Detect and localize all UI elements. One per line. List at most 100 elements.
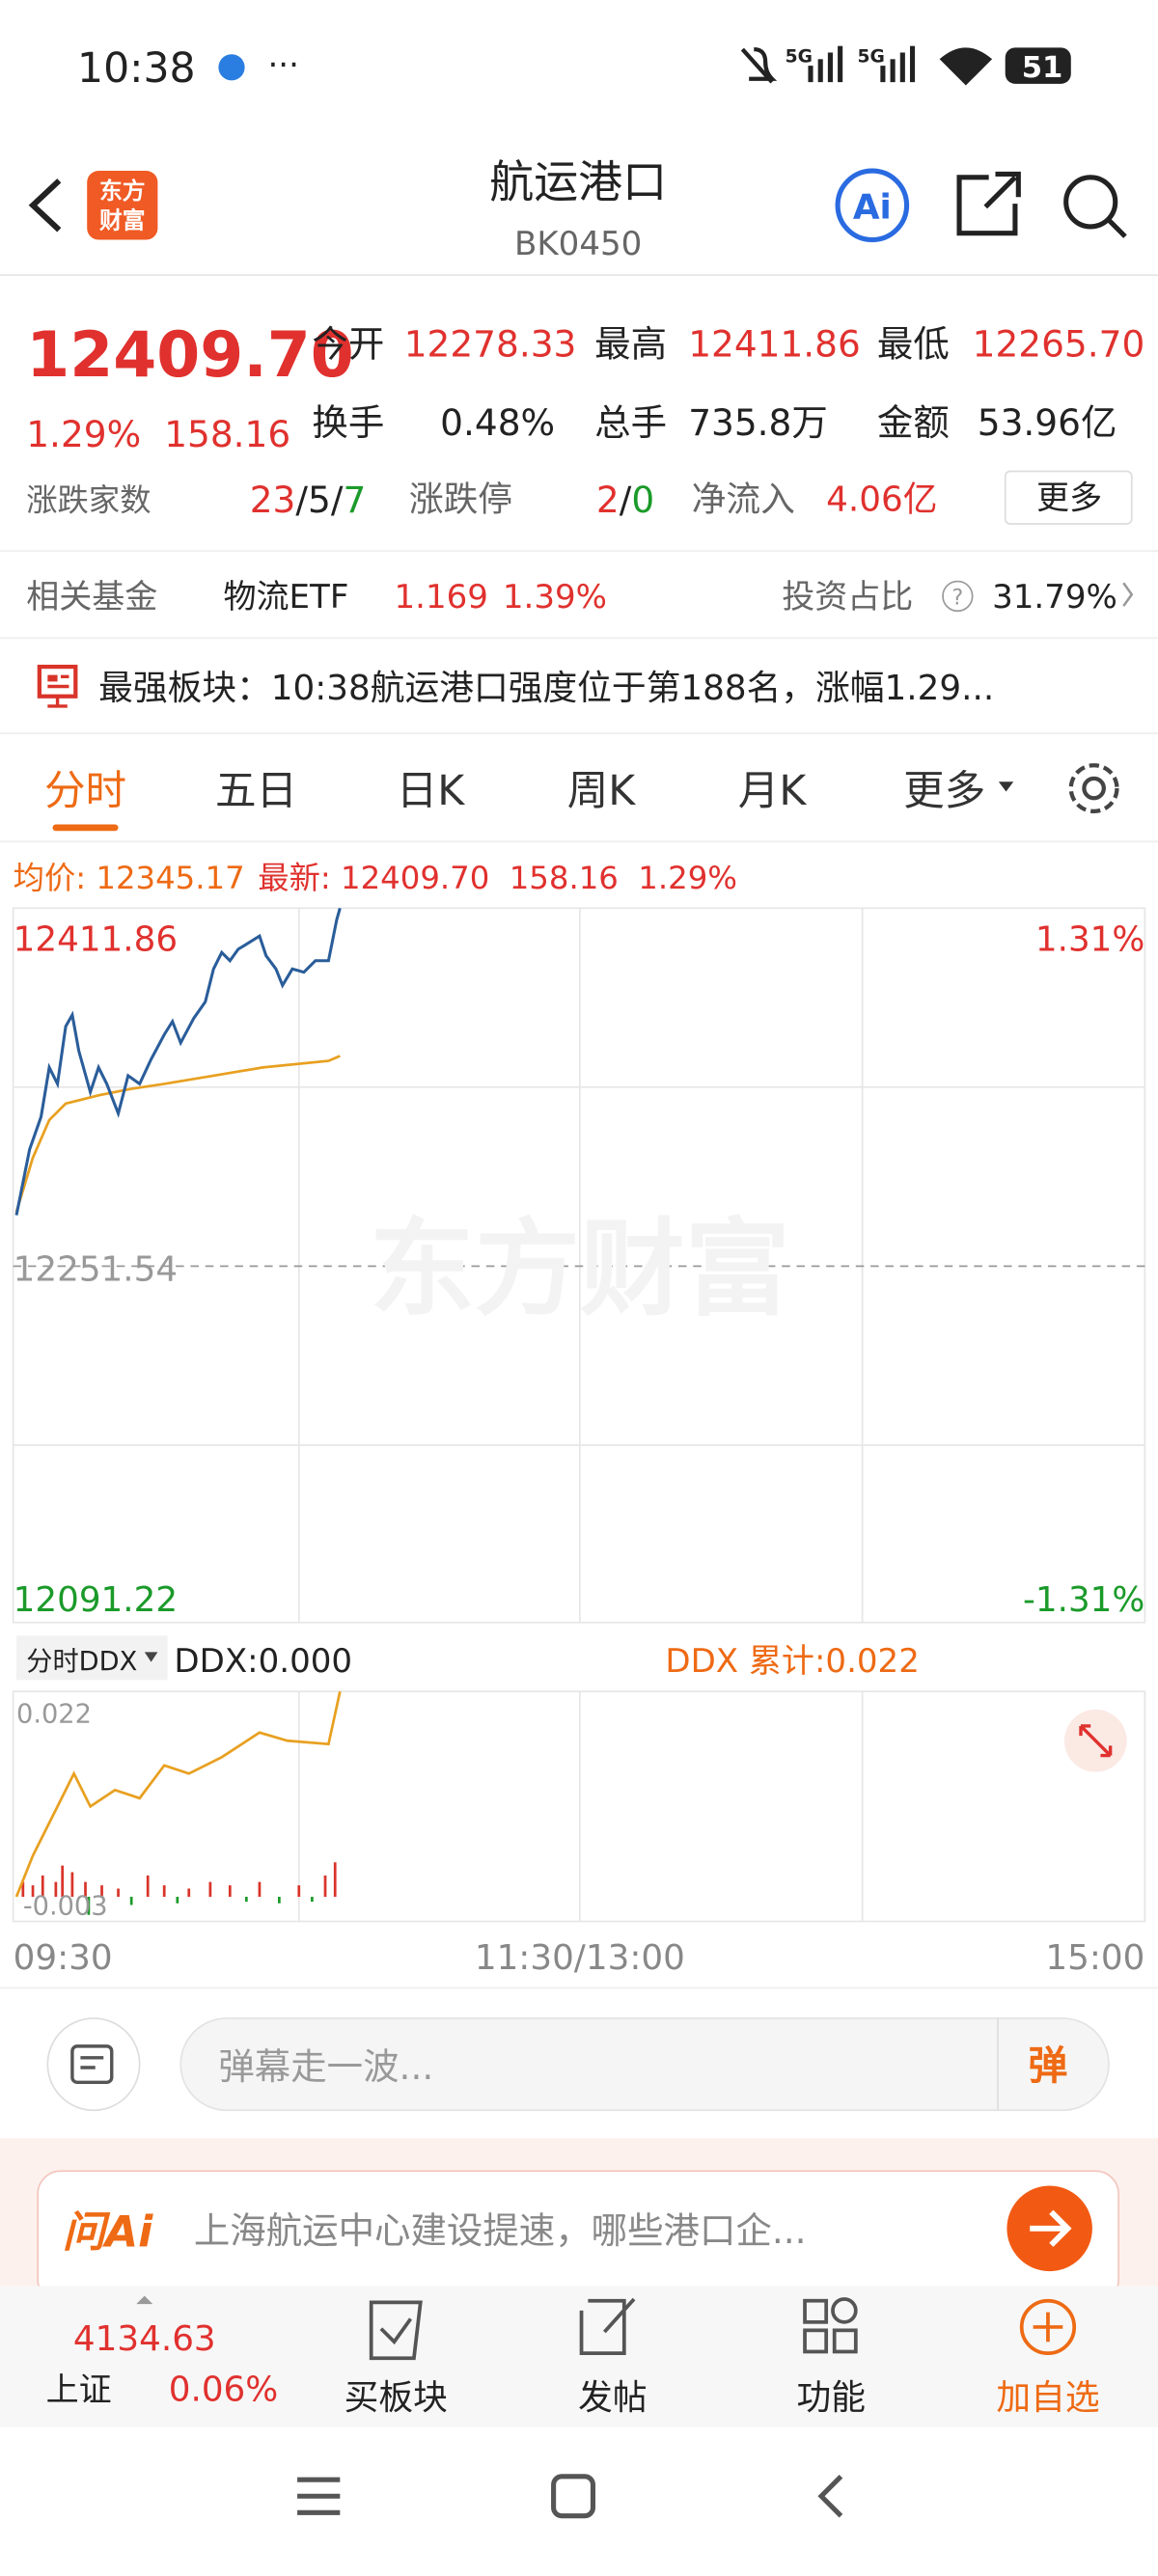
ddx-selector-text: 分时DDX bbox=[26, 1647, 137, 1677]
nav-item[interactable]: 买板块 bbox=[345, 2378, 448, 2418]
divider bbox=[997, 2017, 999, 2111]
value: 12411.86 bbox=[688, 322, 861, 365]
price-line bbox=[14, 907, 342, 1216]
chart-legend: 均价: 12345.17 最新: 12409.70 158.16 1.29% bbox=[14, 860, 737, 896]
bottom-nav bbox=[0, 2286, 1158, 2427]
tab-underline bbox=[52, 824, 119, 832]
sep: / bbox=[331, 479, 344, 521]
divider bbox=[0, 550, 1158, 552]
label: 金额 bbox=[877, 401, 950, 444]
ddx-label: -0.003 bbox=[23, 1892, 108, 1922]
network: 5G bbox=[786, 47, 813, 68]
breadth: 23/5/7 bbox=[250, 479, 367, 521]
nav-item[interactable]: 功能 bbox=[797, 2378, 866, 2418]
label: 最低 bbox=[877, 322, 950, 365]
label: 总手 bbox=[594, 401, 667, 444]
sep: / bbox=[620, 479, 632, 521]
app-dot bbox=[218, 54, 245, 81]
divider bbox=[0, 1987, 1158, 1989]
divider bbox=[0, 732, 1158, 734]
net-inflow: 4.06亿 bbox=[826, 480, 937, 519]
label: 换手 bbox=[312, 401, 384, 444]
fund-pct: 1.39% bbox=[503, 578, 607, 617]
label: 最新: bbox=[258, 860, 331, 896]
help[interactable] bbox=[942, 580, 974, 613]
tab[interactable]: 月K bbox=[738, 768, 808, 815]
time-label: 09:30 bbox=[14, 1938, 113, 1978]
nav-icons bbox=[369, 2297, 1077, 2361]
value: 12265.70 bbox=[973, 322, 1145, 365]
tab[interactable]: 周K bbox=[567, 768, 637, 815]
status-icons: 5G 5G 51 bbox=[740, 45, 1071, 86]
dropdown bbox=[144, 1652, 158, 1662]
battery: 51 bbox=[1022, 51, 1063, 85]
ai-go[interactable] bbox=[1006, 2185, 1092, 2272]
label: 均价: bbox=[14, 860, 87, 896]
watermark: 东方财富 bbox=[370, 1208, 790, 1330]
y-label: 12411.86 bbox=[14, 920, 179, 960]
up: 23 bbox=[250, 479, 296, 521]
tab[interactable]: 更多 bbox=[903, 768, 985, 815]
divider bbox=[0, 637, 1158, 640]
latest: 12409.70 bbox=[341, 860, 489, 896]
code: BK0450 bbox=[514, 225, 642, 263]
expand[interactable] bbox=[1063, 1709, 1127, 1772]
latest-pct: 1.29% bbox=[638, 860, 737, 896]
tab[interactable]: 分时 bbox=[44, 768, 126, 815]
value: 0.48% bbox=[440, 401, 555, 444]
ai-button[interactable] bbox=[835, 168, 910, 243]
ddx-selector[interactable] bbox=[16, 1635, 168, 1681]
nav-item[interactable]: 加自选 bbox=[996, 2378, 1099, 2418]
value: 12278.33 bbox=[404, 322, 577, 365]
search[interactable] bbox=[1063, 175, 1127, 238]
value: 735.8万 bbox=[688, 401, 828, 444]
down: 7 bbox=[343, 479, 366, 521]
more-button[interactable] bbox=[1004, 470, 1133, 525]
flat: 5 bbox=[308, 479, 331, 521]
limit-down: 0 bbox=[631, 479, 654, 521]
share[interactable] bbox=[956, 171, 1021, 236]
nav-item[interactable]: 发帖 bbox=[578, 2378, 647, 2418]
y-label: 12251.54 bbox=[14, 1250, 179, 1290]
news[interactable]: 最强板块：10:38航运港口强度位于第188名，涨幅1.29... bbox=[98, 669, 994, 708]
label: 净流入 bbox=[692, 480, 795, 519]
tab[interactable]: 五日 bbox=[215, 768, 297, 815]
fund-name: 物流ETF bbox=[223, 578, 348, 617]
label: 涨跌家数 bbox=[26, 481, 151, 518]
placeholder: 弹幕走一波... bbox=[218, 2045, 433, 2088]
more-text: 更多 bbox=[1036, 480, 1102, 518]
chevron bbox=[1122, 582, 1134, 607]
ratio: 31.79% bbox=[992, 578, 1117, 617]
settings[interactable] bbox=[1068, 763, 1119, 814]
arrow bbox=[136, 2295, 153, 2305]
pct-label: 1.31% bbox=[1035, 920, 1145, 960]
back[interactable] bbox=[28, 178, 62, 233]
chart-grid bbox=[12, 907, 1146, 1923]
y-label: 12091.22 bbox=[14, 1580, 179, 1620]
tab[interactable]: 日K bbox=[397, 768, 466, 815]
danmaku-send[interactable]: 弹 bbox=[1029, 2042, 1068, 2089]
pct-label: -1.31% bbox=[1023, 1580, 1144, 1620]
logo bbox=[87, 171, 158, 240]
change-pct: 1.29% bbox=[26, 413, 141, 455]
ddx-bars bbox=[21, 1862, 337, 1915]
avg: 12345.17 bbox=[96, 860, 244, 896]
title: 航运港口 bbox=[489, 155, 667, 207]
avg-line bbox=[14, 1055, 341, 1213]
divider bbox=[0, 840, 1158, 843]
danmaku-toggle[interactable] bbox=[46, 2017, 141, 2112]
index-value[interactable]: 4134.63 bbox=[73, 2319, 216, 2359]
ai-text: Ai bbox=[853, 187, 892, 227]
label: 相关基金 bbox=[26, 578, 157, 617]
ai-logo: 问Ai bbox=[63, 2208, 153, 2258]
index-name: 上证 bbox=[46, 2371, 112, 2410]
latest-change: 158.16 bbox=[510, 860, 619, 896]
divider bbox=[0, 274, 1158, 276]
more-dots: ··· bbox=[267, 45, 298, 84]
danmaku-input[interactable] bbox=[179, 2017, 1110, 2112]
ddx-label: 0.022 bbox=[16, 1700, 92, 1730]
ddx-cum: DDX 累计:0.022 bbox=[665, 1642, 920, 1681]
sep: / bbox=[295, 479, 308, 521]
logo-text: 财富 bbox=[99, 207, 146, 234]
